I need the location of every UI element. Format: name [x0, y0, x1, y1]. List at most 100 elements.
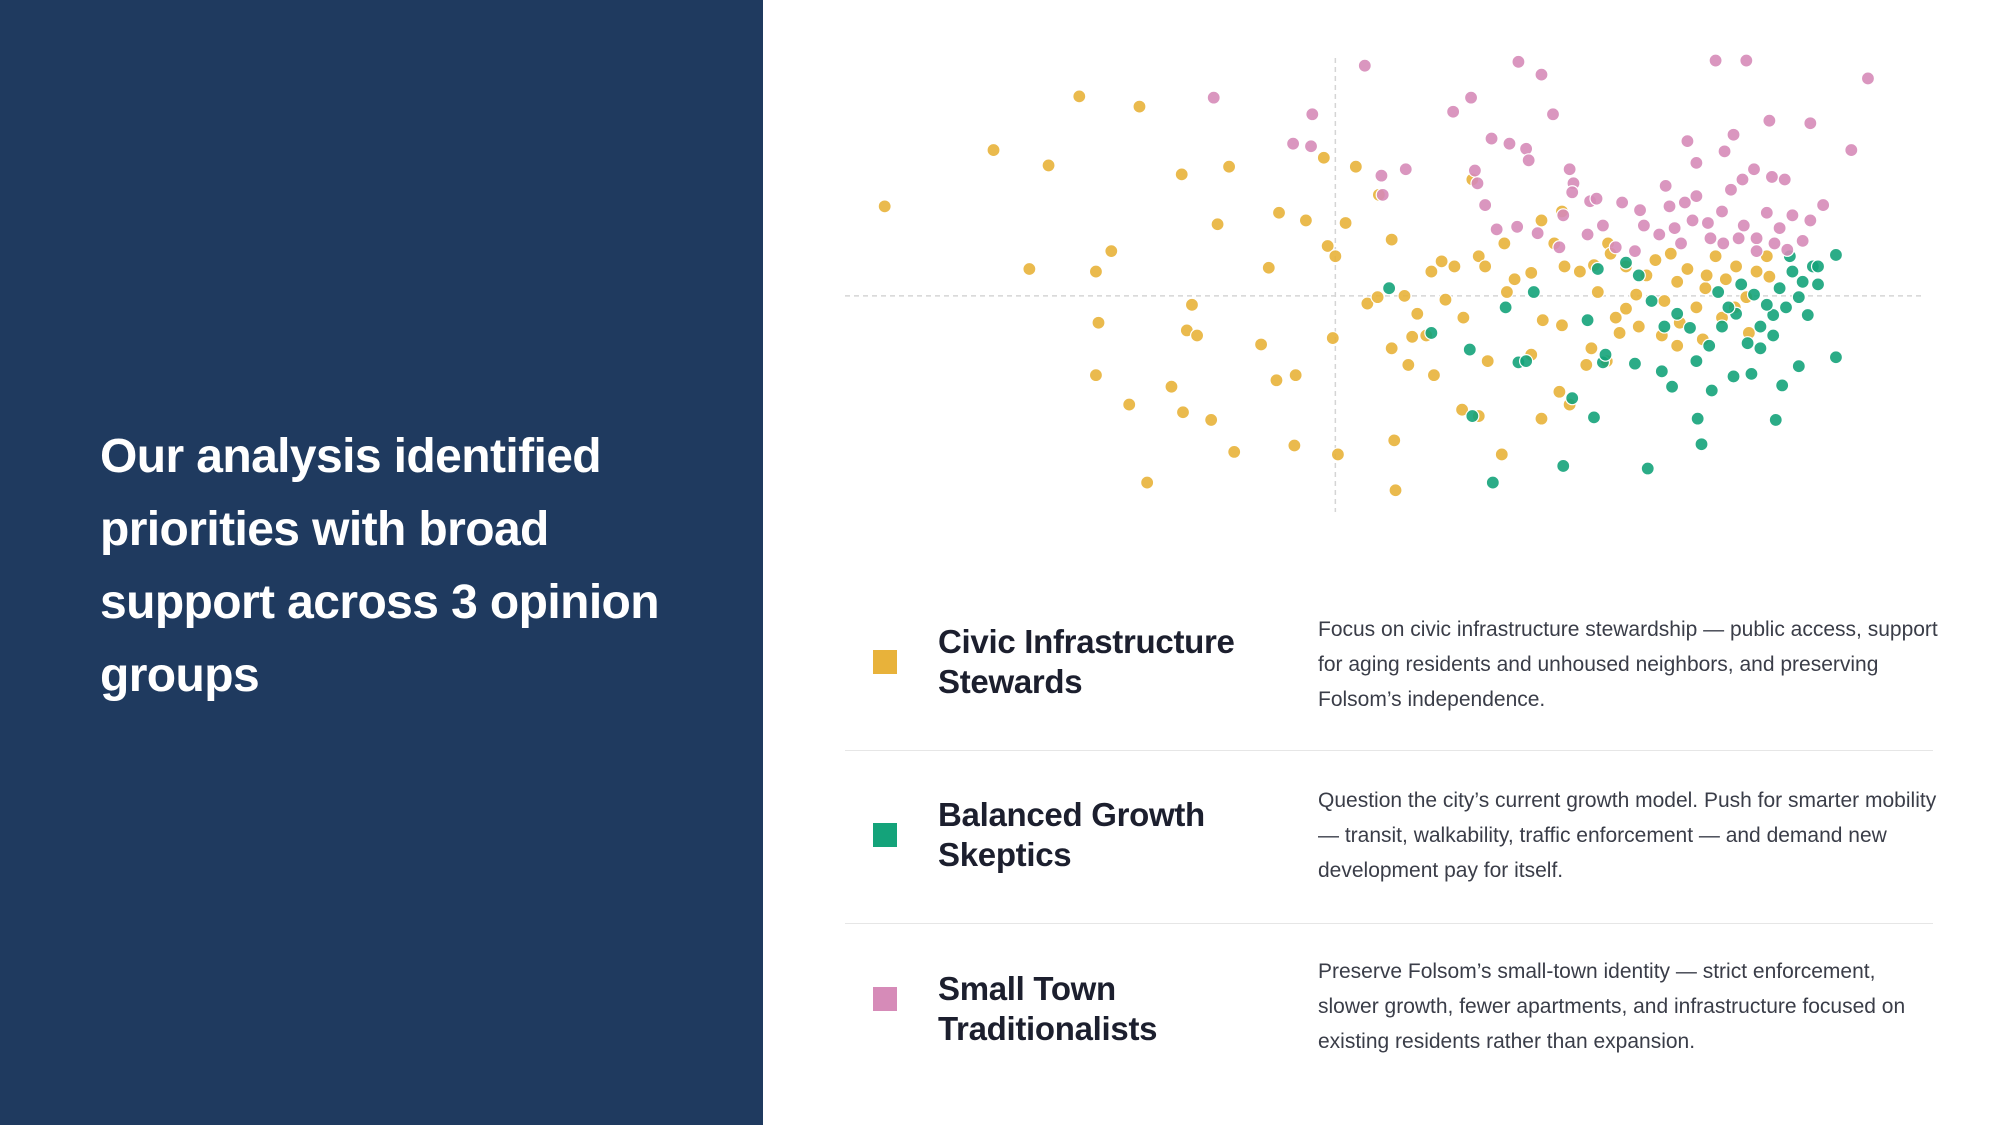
- point: [1766, 328, 1781, 343]
- point: [1767, 236, 1782, 251]
- point: [1478, 259, 1493, 274]
- point: [1424, 325, 1439, 341]
- point: [1330, 447, 1346, 462]
- point: [1467, 163, 1483, 178]
- point: [1749, 264, 1764, 279]
- point: [1338, 215, 1353, 231]
- point: [1502, 136, 1517, 151]
- point: [1670, 306, 1685, 321]
- point: [1749, 231, 1764, 246]
- point: [1640, 461, 1655, 476]
- headline: Our analysis identified priorities with …: [100, 430, 660, 702]
- point: [1663, 246, 1678, 261]
- point: [1699, 268, 1714, 283]
- point: [1689, 300, 1704, 315]
- point: [1700, 215, 1716, 231]
- point: [1388, 483, 1403, 498]
- legend-swatch: [873, 987, 897, 1011]
- point: [1227, 444, 1242, 459]
- point: [1489, 222, 1504, 237]
- point: [1122, 397, 1137, 412]
- point: [1206, 90, 1221, 105]
- point: [1511, 54, 1526, 69]
- point: [1726, 127, 1741, 142]
- point: [1775, 378, 1790, 393]
- point: [1590, 261, 1605, 277]
- point: [1670, 338, 1685, 353]
- point: [1499, 284, 1515, 300]
- point: [1269, 373, 1284, 388]
- point: [1631, 268, 1646, 283]
- point: [1744, 366, 1759, 381]
- point: [1716, 236, 1731, 251]
- point: [1780, 242, 1795, 257]
- point: [1498, 300, 1513, 315]
- point: [1746, 162, 1762, 177]
- point: [1556, 458, 1571, 474]
- point: [1589, 191, 1604, 206]
- point: [1189, 328, 1205, 343]
- point: [1800, 307, 1815, 323]
- point: [1184, 297, 1200, 312]
- point: [1325, 330, 1340, 346]
- point: [1703, 231, 1718, 246]
- point: [1689, 353, 1704, 369]
- point: [1689, 189, 1704, 204]
- point: [1447, 259, 1462, 274]
- point: [1749, 244, 1764, 259]
- point: [1140, 475, 1155, 490]
- point: [1746, 287, 1762, 302]
- point: [1565, 391, 1580, 406]
- point: [1288, 368, 1303, 383]
- point: [1677, 195, 1692, 210]
- point: [1778, 300, 1794, 315]
- point: [1627, 356, 1643, 371]
- legend-description: Preserve Folsom’s small-town identity — …: [1318, 960, 1906, 1053]
- point: [1785, 208, 1800, 223]
- point: [1670, 274, 1685, 289]
- point: [1772, 281, 1787, 296]
- point: [1456, 310, 1471, 325]
- point: [1673, 236, 1689, 251]
- point: [1612, 325, 1627, 341]
- point: [1348, 159, 1363, 174]
- point: [1658, 178, 1673, 193]
- point: [1204, 412, 1219, 428]
- point: [1595, 218, 1611, 233]
- point: [1657, 293, 1672, 309]
- point: [1465, 408, 1480, 424]
- point: [1718, 272, 1733, 287]
- legend-swatch: [873, 650, 897, 674]
- point: [1644, 293, 1659, 309]
- point: [1375, 187, 1390, 202]
- point: [1271, 205, 1287, 220]
- point: [1828, 350, 1844, 365]
- point: [1728, 259, 1744, 274]
- point: [1726, 369, 1741, 384]
- point: [1519, 353, 1534, 369]
- point: [1446, 104, 1461, 119]
- point: [1410, 306, 1425, 321]
- divider: [845, 923, 1933, 924]
- point: [1708, 53, 1723, 68]
- legend-name: Civic Infrastructure Stewards: [938, 623, 1235, 700]
- point: [1627, 244, 1643, 259]
- legend-name: Balanced Growth Skeptics: [938, 796, 1205, 873]
- point: [1717, 144, 1732, 159]
- point: [1768, 412, 1783, 428]
- point: [1398, 162, 1413, 177]
- point: [1374, 168, 1389, 183]
- point: [1022, 261, 1037, 277]
- point: [1562, 162, 1577, 177]
- point: [1328, 249, 1343, 264]
- point: [1438, 292, 1453, 307]
- point: [1091, 315, 1106, 330]
- point: [1739, 53, 1754, 68]
- point: [1735, 172, 1750, 187]
- point: [1618, 255, 1634, 270]
- point: [1405, 329, 1420, 344]
- point: [1387, 433, 1402, 448]
- point: [877, 199, 892, 214]
- divider: [845, 750, 1933, 751]
